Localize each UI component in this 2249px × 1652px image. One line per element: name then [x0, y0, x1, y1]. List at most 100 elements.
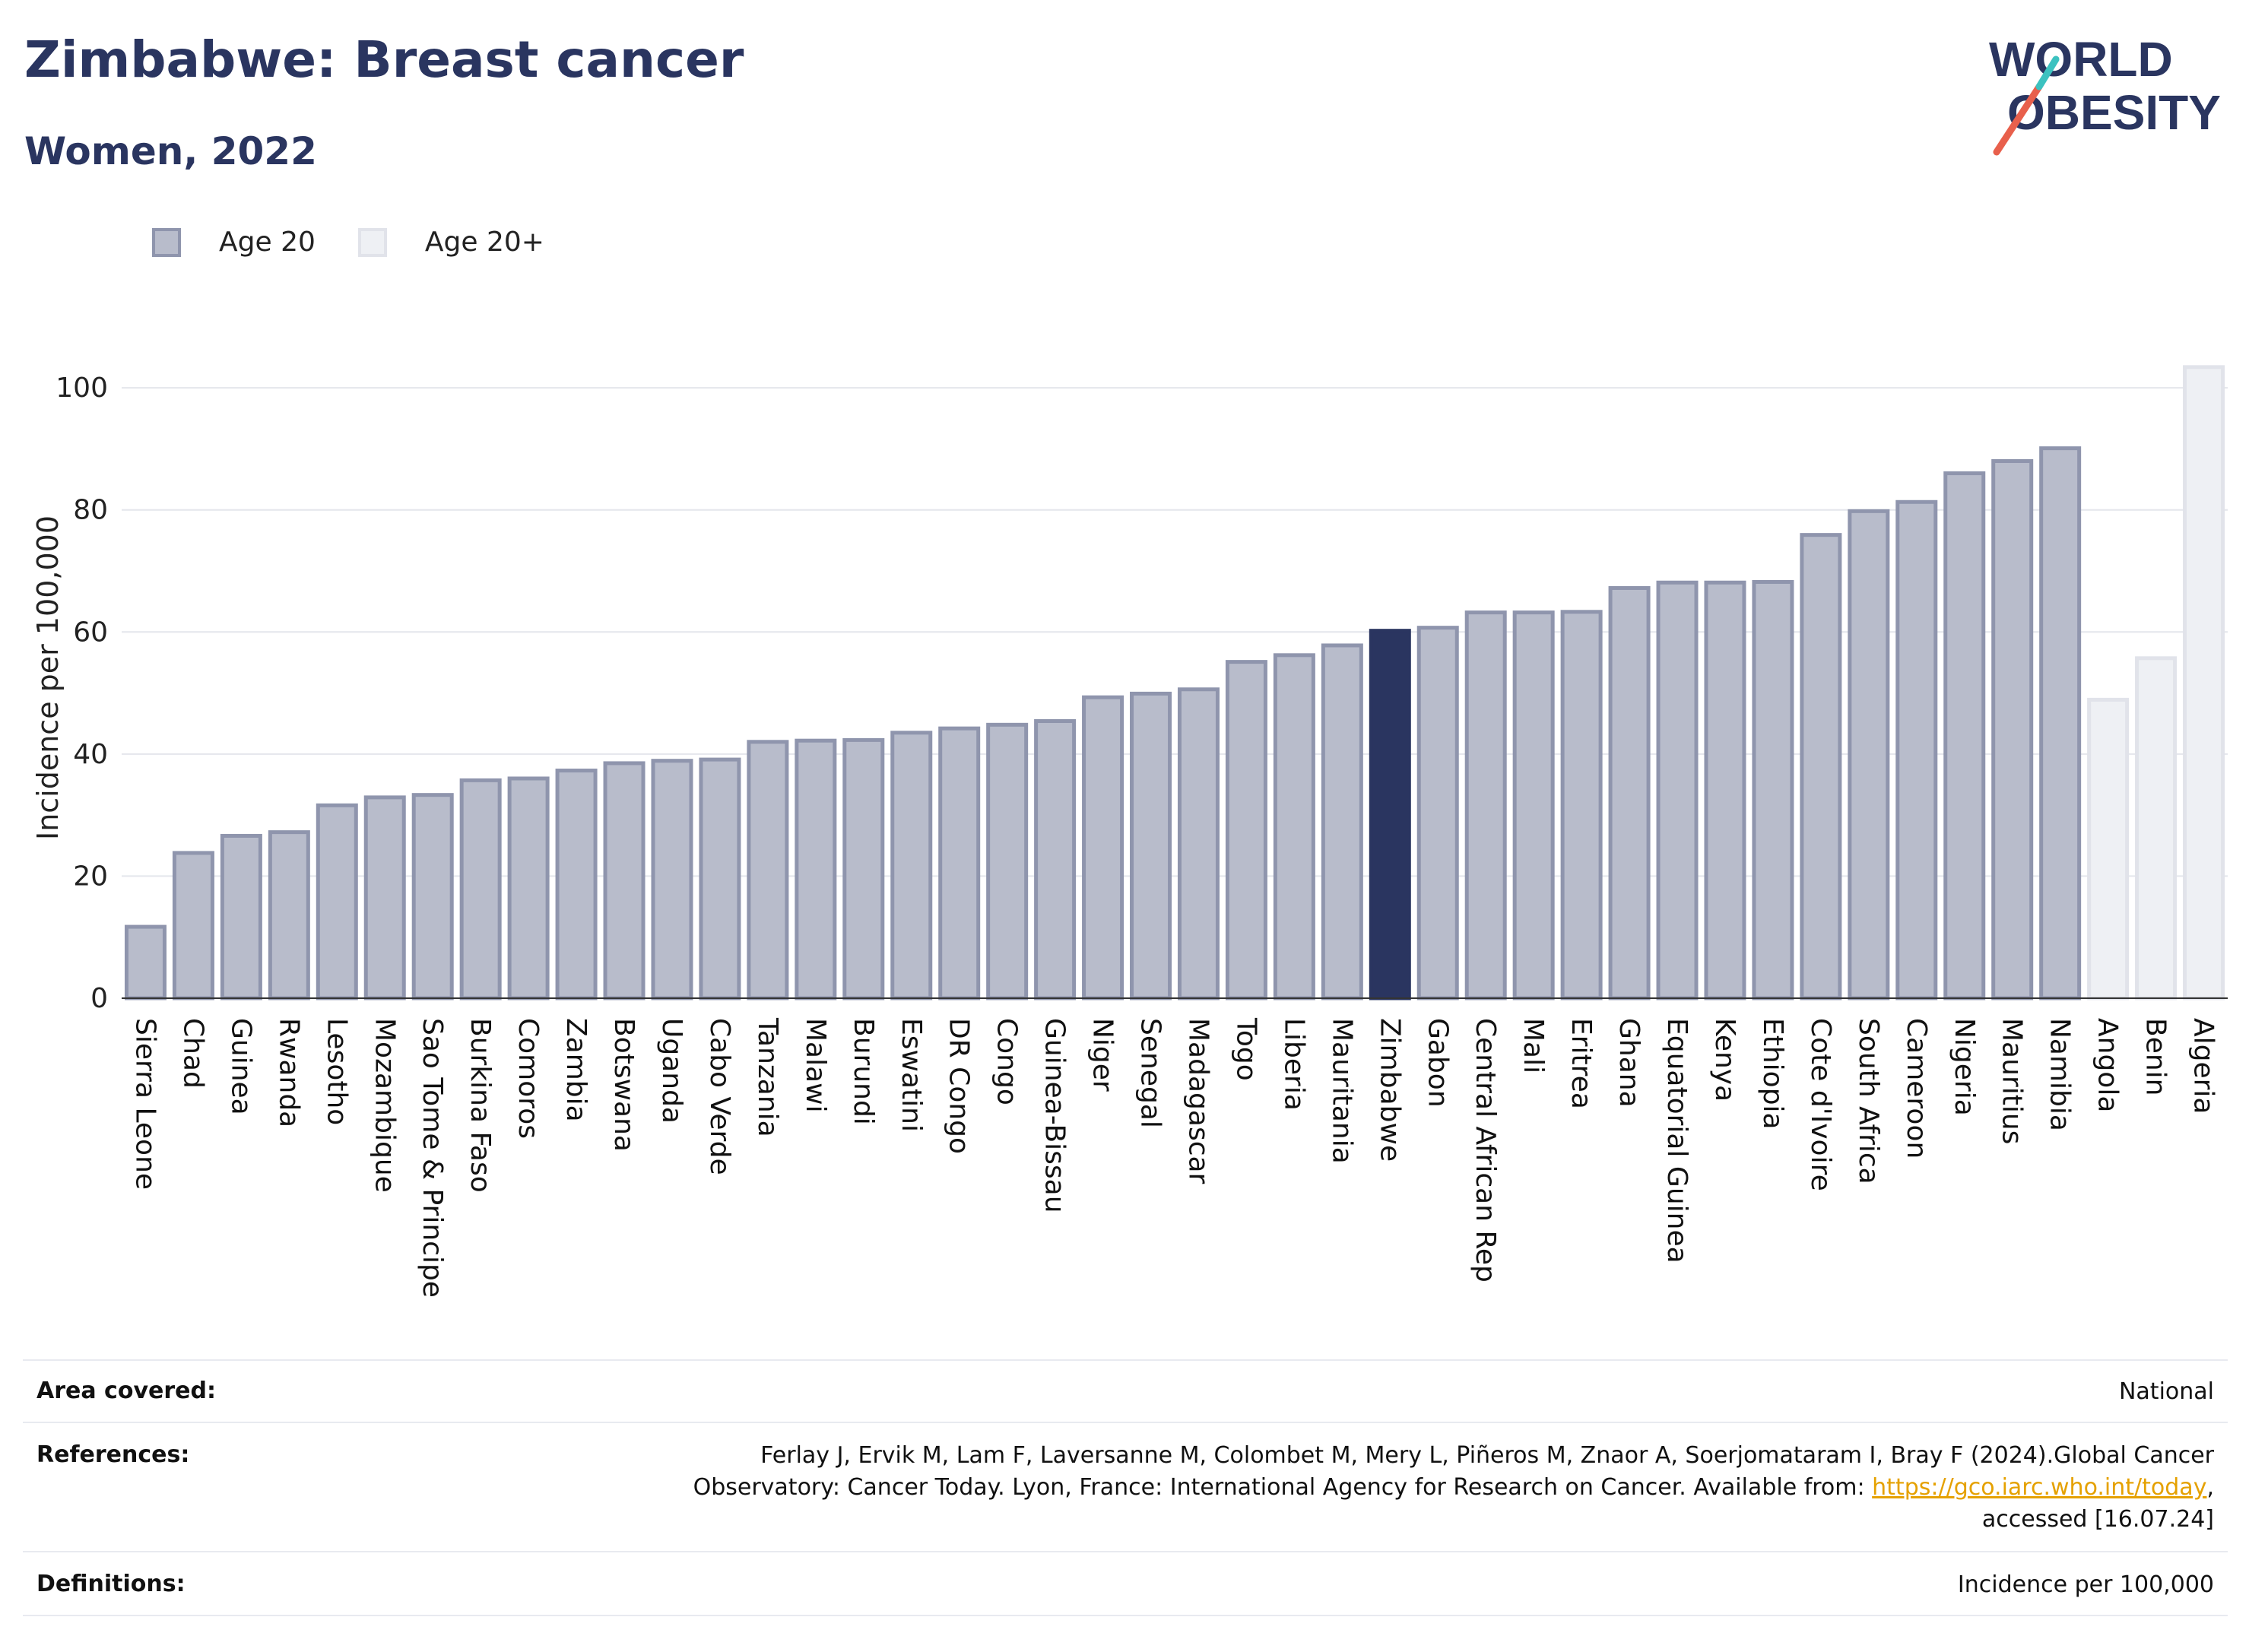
bar-sierra-leone: [124, 924, 167, 1000]
x-tick-label: Cote d'Ivoire: [1805, 1018, 1836, 1191]
meta-row-definitions: Definitions: Incidence per 100,000: [23, 1551, 2228, 1616]
x-tick-label: Mozambique: [369, 1018, 400, 1193]
references-line-1: Ferlay J, Ervik M, Lam F, Laversanne M, …: [760, 1442, 2214, 1469]
bar-cote-d-ivoire: [1800, 533, 1842, 1000]
x-tick-label: Zambia: [560, 1018, 592, 1122]
bar-comoros: [507, 776, 550, 1000]
chart-legend: Age 20 Age 20+: [152, 227, 587, 258]
x-tick-label: Chad: [177, 1018, 208, 1089]
bar-zimbabwe: [1369, 629, 1411, 1000]
bar-botswana: [603, 761, 646, 1000]
x-tick-label: Congo: [991, 1018, 1023, 1105]
page-title: Zimbabwe: Breast cancer: [24, 30, 744, 89]
bar-benin: [2135, 656, 2178, 1000]
bar-rwanda: [268, 830, 310, 1000]
bar-nigeria: [1943, 471, 1986, 1000]
area-covered-label: Area covered:: [36, 1378, 216, 1404]
x-tick-label: Benin: [2140, 1018, 2171, 1096]
meta-row-area: Area covered: National: [23, 1359, 2228, 1423]
x-tick-label: Uganda: [656, 1018, 687, 1124]
x-tick-label: Angola: [2092, 1018, 2124, 1112]
bar-burkina-faso: [459, 778, 502, 1000]
bar-dr-congo: [938, 726, 981, 1000]
bar-tanzania: [747, 740, 789, 1000]
references-line-2-end: ,: [2206, 1474, 2214, 1501]
x-tick-label: Cameroon: [1901, 1018, 1932, 1159]
x-tick-label: Botswana: [608, 1018, 639, 1152]
legend-swatch-age20plus: [357, 227, 387, 257]
bar-lesotho: [316, 803, 358, 1000]
bar-malawi: [795, 738, 837, 1000]
bar-equatorial-guinea: [1656, 580, 1699, 1000]
bar-liberia: [1273, 653, 1315, 1000]
legend-item-age20plus[interactable]: Age 20+: [357, 227, 544, 258]
x-tick-label: Madagascar: [1182, 1018, 1213, 1184]
x-tick-label: Ethiopia: [1757, 1018, 1788, 1130]
bar-niger: [1082, 695, 1124, 1000]
bar-burundi: [842, 737, 885, 1000]
legend-item-age20[interactable]: Age 20: [152, 227, 316, 258]
y-tick-label: 60: [73, 617, 108, 648]
bar-algeria: [2183, 365, 2225, 1000]
bar-senegal: [1130, 691, 1172, 1000]
legend-swatch-age20: [152, 227, 181, 257]
definitions-value: Incidence per 100,000: [1957, 1571, 2214, 1598]
y-tick-label: 20: [73, 861, 108, 892]
x-tick-label: Burundi: [848, 1018, 879, 1125]
references-link[interactable]: https://gco.iarc.who.int/today: [1872, 1474, 2207, 1501]
world-obesity-logo: WORLD OBESITY: [1989, 32, 2221, 156]
x-tick-label: Togo: [1230, 1017, 1261, 1081]
references-label: References:: [36, 1441, 190, 1468]
bar-chad: [172, 851, 214, 1000]
x-tick-label: Burkina Faso: [465, 1018, 496, 1193]
bar-cabo-verde: [699, 757, 741, 1000]
area-covered-value: National: [2118, 1378, 2214, 1405]
x-tick-label: Mauritius: [1997, 1018, 2028, 1144]
x-tick-label: South Africa: [1853, 1018, 1884, 1184]
x-tick-label: Central African Rep: [1470, 1018, 1501, 1283]
bar-eritrea: [1560, 610, 1603, 1000]
bar-guinea-bissau: [1034, 719, 1077, 1000]
references-line-2: Observatory: Cancer Today. Lyon, France:…: [693, 1472, 2214, 1504]
bar-kenya: [1704, 580, 1746, 1000]
bar-madagascar: [1177, 687, 1220, 1000]
bar-chart: 0 20 40 60 80 100 Incidence per 100,000 Sierra …: [31, 365, 2228, 1298]
x-tick-label: Ghana: [1613, 1018, 1645, 1108]
x-tick-label: Mauritania: [1326, 1018, 1357, 1164]
y-tick-label: 0: [90, 983, 108, 1014]
x-tick-label: Comoros: [512, 1018, 544, 1139]
page-subtitle: Women, 2022: [24, 129, 317, 173]
references-value: Ferlay J, Ervik M, Lam F, Laversanne M, …: [693, 1440, 2214, 1536]
bar-namibia: [2039, 446, 2082, 1000]
x-tick-label: Malawi: [800, 1018, 831, 1113]
bar-ghana: [1608, 585, 1651, 1000]
x-tick-label: Liberia: [1278, 1018, 1309, 1111]
references-line-3: accessed [16.07.24]: [1981, 1506, 2214, 1533]
bar-mauritius: [1991, 458, 2034, 1000]
x-tick-label: Eswatini: [896, 1018, 927, 1132]
x-tick-label: Rwanda: [273, 1018, 304, 1127]
x-tick-label: Algeria: [2188, 1018, 2219, 1115]
x-tick-label: Kenya: [1709, 1018, 1740, 1102]
y-axis-title: Incidence per 100,000: [31, 515, 65, 840]
bar-guinea: [220, 833, 262, 1000]
bar-congo: [986, 722, 1029, 1000]
meta-row-references: References: Ferlay J, Ervik M, Lam F, La…: [23, 1422, 2228, 1552]
x-tick-label: Lesotho: [321, 1018, 352, 1125]
x-tick-label: Niger: [1087, 1018, 1118, 1092]
bar-central-african-rep: [1464, 610, 1507, 1000]
x-tick-label: Senegal: [1135, 1018, 1166, 1128]
bar-mozambique: [363, 795, 406, 1000]
x-tick-label: Zimbabwe: [1374, 1018, 1405, 1162]
bar-mauritania: [1321, 643, 1363, 1000]
x-tick-label: Nigeria: [1949, 1018, 1980, 1116]
y-tick-label: 40: [73, 739, 108, 770]
x-tick-label: Mali: [1518, 1018, 1549, 1073]
x-tick-label: Tanzania: [752, 1017, 783, 1137]
y-tick-label: 100: [56, 373, 108, 404]
x-tick-label: Gabon: [1422, 1018, 1453, 1108]
legend-label-age20plus: Age 20+: [424, 227, 544, 258]
svg-text:WORLD: WORLD: [1989, 32, 2173, 87]
x-tick-label: Sierra Leone: [129, 1018, 160, 1190]
bar-zambia: [555, 769, 598, 1000]
